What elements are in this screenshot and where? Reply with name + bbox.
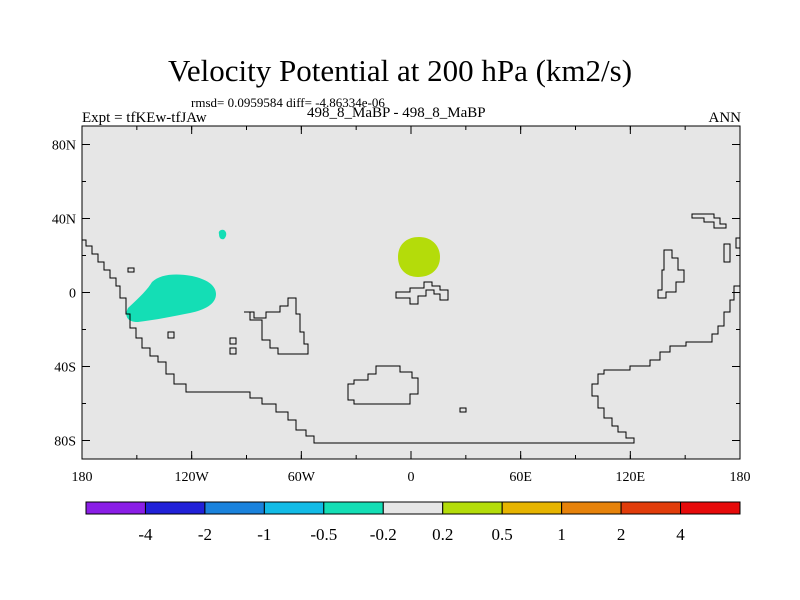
plot-title: Velocity Potential at 200 hPa (km2/s)	[167, 53, 633, 88]
colorbar-label: 0.5	[492, 525, 513, 544]
stats-line: rmsd= 0.0959584 diff= -4.86334e-06	[191, 95, 385, 110]
colorbar-swatch	[382, 501, 444, 515]
coastline-east-asia	[657, 249, 685, 299]
longitude-ticks: 180 120W 60W 0 60E 120E 180	[72, 126, 751, 485]
colorbar-swatch	[85, 501, 146, 515]
coastline-maritime-continent	[395, 281, 449, 305]
colorbar-swatch	[620, 501, 682, 515]
colorbar-swatch	[144, 501, 206, 515]
colorbar: -4 -2 -1 -0.5 -0.2 0.2 0.5 1 2 4	[85, 501, 741, 544]
colorbar-label: 0.2	[432, 525, 453, 544]
negative-anomaly-baja	[218, 229, 227, 240]
colorbar-swatch	[442, 501, 503, 515]
coastline-south-america-west	[244, 297, 309, 355]
lon-tick-label: 60W	[288, 470, 316, 485]
colorbar-label: 1	[557, 525, 566, 544]
colorbar-label: -1	[257, 525, 271, 544]
colorbar-swatch	[680, 501, 741, 515]
experiment-label: Expt = tfKEw-tfJAw	[82, 110, 207, 126]
positive-anomaly-africa	[398, 237, 440, 277]
period-label: ANN	[708, 110, 742, 126]
colorbar-swatch	[323, 501, 384, 515]
lat-tick-label: 0	[69, 287, 76, 302]
lon-tick-label: 120W	[175, 470, 210, 485]
colorbar-label: 4	[676, 525, 685, 544]
lon-tick-label: 180	[72, 470, 93, 485]
coastline-australia	[347, 365, 419, 405]
colorbar-label: 2	[617, 525, 626, 544]
colorbar-swatch	[263, 501, 325, 515]
coastline-japan	[691, 213, 727, 229]
lon-tick-label: 0	[408, 470, 415, 485]
negative-anomaly-pacific	[126, 274, 216, 322]
lon-tick-label: 60E	[509, 470, 532, 485]
lat-tick-label: 80N	[52, 139, 76, 154]
colorbar-swatch	[204, 501, 265, 515]
colorbar-swatch	[501, 501, 563, 515]
coastline-america-antarctica	[82, 239, 740, 444]
lon-tick-label: 180	[730, 470, 751, 485]
lat-tick-label: 40N	[52, 213, 76, 228]
colorbar-swatch	[561, 501, 622, 515]
coastline-arctic-east	[723, 237, 740, 263]
coastline-small-islands	[127, 267, 467, 413]
colorbar-label: -0.2	[370, 525, 397, 544]
lat-tick-label: 80S	[54, 435, 76, 450]
coastlines	[82, 213, 740, 444]
lat-tick-label: 40S	[54, 361, 76, 376]
latitude-ticks: 80N 40N 0 40S 80S	[52, 139, 740, 450]
lon-tick-label: 120E	[616, 470, 646, 485]
colorbar-label: -4	[138, 525, 153, 544]
colorbar-label: -2	[198, 525, 212, 544]
case-label: 498_8_MaBP - 498_8_MaBP	[307, 105, 486, 121]
colorbar-label: -0.5	[310, 525, 337, 544]
